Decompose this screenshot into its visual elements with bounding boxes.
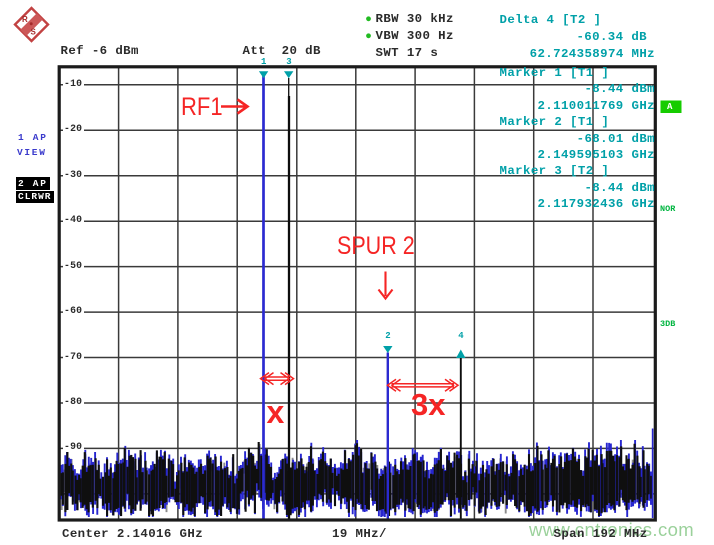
svg-text:S: S <box>31 28 37 37</box>
svg-text:R: R <box>22 15 28 24</box>
